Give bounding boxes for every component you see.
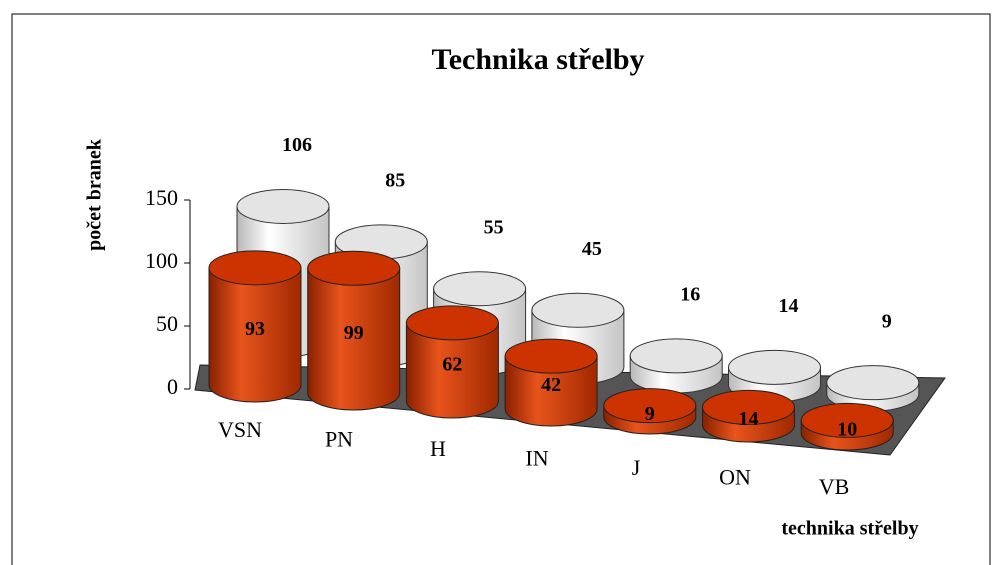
cylinder-top — [728, 349, 821, 385]
cylinder-body — [307, 267, 401, 411]
y-tick-label: 0 — [167, 374, 178, 399]
value-label: 93 — [245, 318, 265, 340]
x-tick-label: IN — [525, 446, 548, 471]
x-tick-label: ON — [719, 465, 751, 490]
cylinder-top — [504, 338, 598, 374]
cylinder-top — [531, 292, 625, 328]
value-label: 14 — [779, 295, 799, 317]
value-label: 85 — [385, 169, 405, 191]
cylinder-body — [405, 322, 499, 419]
value-label: 14 — [739, 408, 759, 430]
y-axis-label: počet branek — [84, 138, 106, 251]
y-tick-label: 100 — [145, 248, 178, 273]
cylinder — [405, 305, 499, 419]
value-label: 99 — [344, 322, 364, 344]
x-tick-label: VSN — [218, 417, 262, 442]
cylinder-top — [800, 402, 894, 438]
cylinder-body — [504, 355, 598, 427]
cylinder-top — [702, 389, 795, 425]
x-axis-label: technika střelby — [781, 518, 918, 540]
value-label: 9 — [882, 310, 892, 332]
cylinder — [702, 389, 795, 443]
value-label: 42 — [541, 374, 561, 396]
cylinder — [504, 338, 598, 427]
y-tick-label: 50 — [156, 311, 178, 336]
value-label: 10 — [837, 418, 857, 440]
cylinder-top — [433, 271, 527, 307]
cylinder-body — [208, 267, 302, 403]
cylinder — [603, 388, 697, 435]
cylinder — [208, 250, 302, 403]
cylinder-top — [236, 188, 330, 224]
value-label: 45 — [582, 238, 602, 260]
x-tick-label: H — [430, 436, 446, 461]
cylinder — [307, 250, 401, 411]
value-label: 9 — [645, 403, 655, 425]
cylinder-top — [405, 305, 499, 341]
y-tick-label: 150 — [145, 185, 178, 210]
x-tick-label: VB — [819, 474, 850, 499]
cylinder-top — [603, 388, 697, 424]
x-tick-label: J — [632, 455, 641, 480]
cylinder-top — [629, 338, 723, 374]
value-label: 106 — [282, 134, 312, 156]
cylinder-top — [208, 250, 302, 286]
chart-title: Technika střelby — [431, 43, 644, 76]
cylinder — [629, 338, 723, 394]
x-tick-label: PN — [325, 427, 353, 452]
value-label: 55 — [484, 216, 504, 238]
cylinder-top — [307, 250, 401, 286]
cylinder — [800, 402, 894, 451]
cylinder-top — [826, 365, 920, 401]
value-label: 62 — [442, 354, 462, 376]
value-label: 16 — [680, 283, 700, 305]
